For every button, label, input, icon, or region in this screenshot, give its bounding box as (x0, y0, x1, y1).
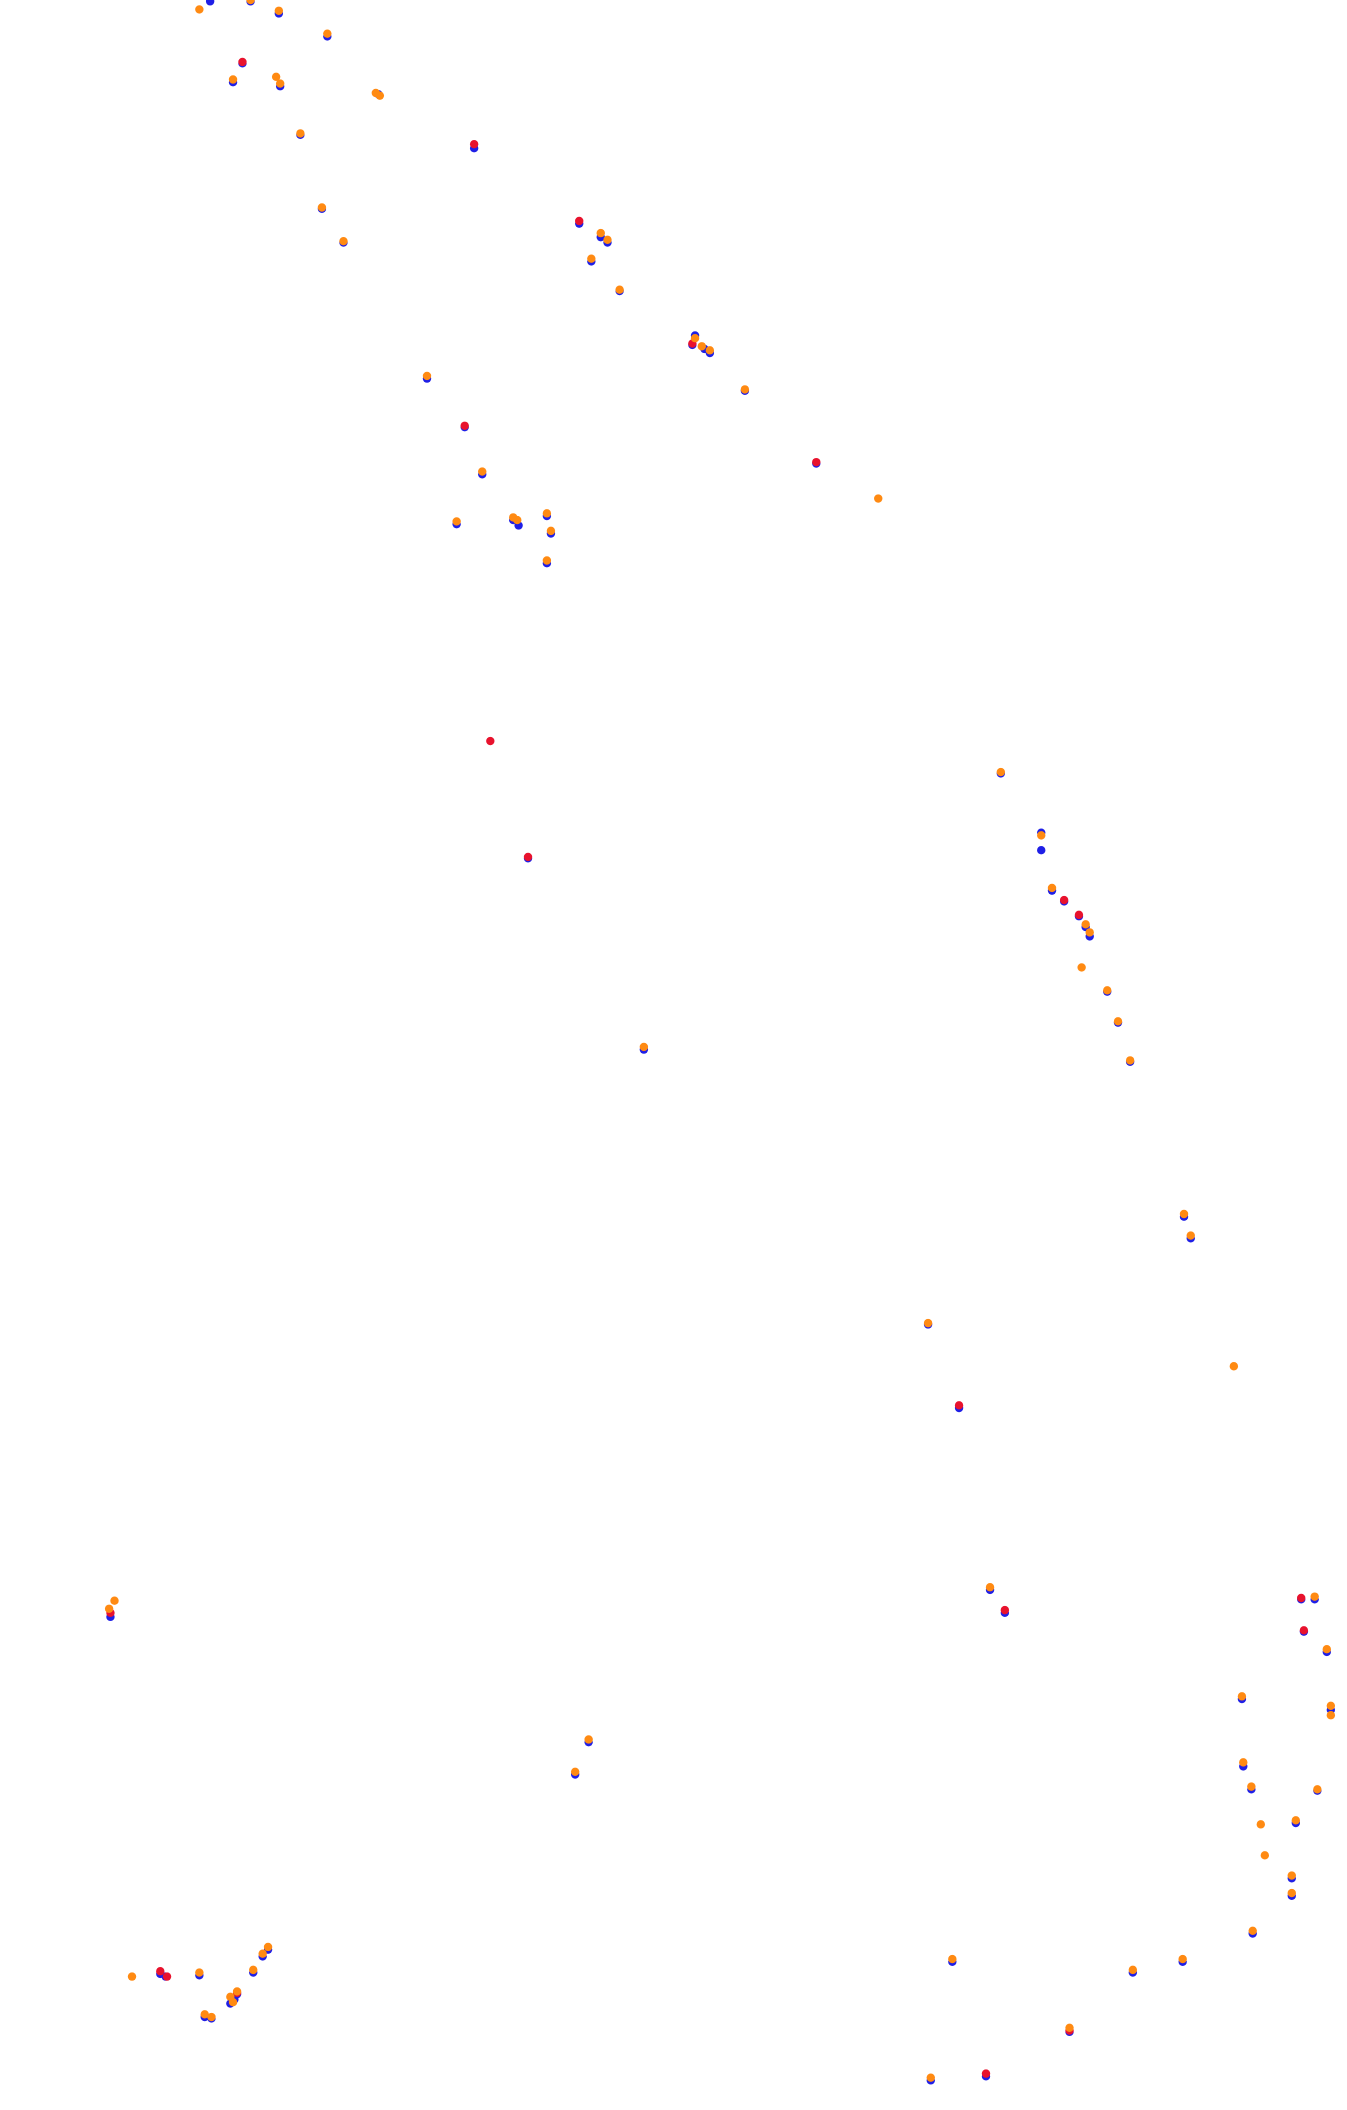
data-point (1260, 1851, 1270, 1860)
data-point (207, 2012, 216, 2022)
data-point (195, 1968, 204, 1977)
data-point (249, 1965, 258, 1975)
data-point (478, 467, 487, 476)
data-point (228, 75, 238, 84)
data-point (615, 285, 624, 294)
data-point (570, 1767, 580, 1777)
data-point (523, 852, 533, 862)
data-point (156, 1967, 165, 1976)
data-point (1248, 1926, 1257, 1936)
data-point (238, 57, 247, 67)
data-point (575, 216, 584, 226)
data-point (469, 139, 479, 149)
data-point (923, 1318, 933, 1328)
series-0 (106, 0, 1336, 2085)
data-point (1326, 1711, 1336, 1720)
data-point (948, 1954, 957, 1964)
data-point (271, 72, 281, 82)
data-point (1037, 846, 1046, 855)
data-point (1074, 910, 1084, 920)
data-point (812, 457, 821, 467)
data-point (954, 1401, 964, 1410)
data-point (513, 515, 522, 525)
data-point (1077, 963, 1086, 972)
data-point (1237, 1692, 1247, 1701)
data-point (375, 91, 385, 100)
data-point (258, 1949, 267, 1958)
data-point (275, 79, 285, 88)
data-point (200, 2010, 209, 2019)
data-point (1059, 895, 1069, 905)
data-point (246, 0, 255, 5)
data-point (162, 1972, 172, 1981)
series-1 (106, 57, 1309, 2078)
data-point (232, 1987, 242, 1996)
plot-area (104, 0, 1336, 2085)
data-point (1247, 1782, 1256, 1791)
data-point (1128, 1965, 1138, 1975)
data-point (705, 346, 715, 355)
data-point (205, 0, 215, 6)
data-point (317, 203, 327, 212)
data-point (996, 767, 1006, 777)
data-point (228, 1998, 238, 2007)
series-2 (104, 0, 1336, 2082)
data-point (1256, 1820, 1265, 1829)
data-point (542, 509, 552, 518)
data-point (1103, 986, 1112, 995)
data-point (690, 333, 700, 343)
data-point (697, 342, 706, 351)
data-point (985, 1583, 995, 1592)
data-point (1299, 1626, 1309, 1635)
data-point (596, 228, 605, 238)
data-point (1085, 928, 1094, 937)
data-point (486, 736, 495, 746)
data-point (274, 6, 284, 15)
data-point (546, 526, 556, 536)
data-point (296, 129, 305, 138)
data-point (195, 5, 204, 14)
data-point (452, 517, 461, 526)
data-point (1229, 1362, 1239, 1371)
data-point (1310, 1592, 1319, 1601)
data-point (926, 2073, 935, 2082)
data-point (323, 29, 332, 38)
data-point (1322, 1645, 1332, 1654)
data-point (110, 1596, 119, 1605)
data-point (1037, 831, 1046, 840)
data-point (1186, 1231, 1195, 1240)
data-point (1000, 1605, 1010, 1615)
data-point (1297, 1593, 1306, 1603)
data-point (1287, 1888, 1296, 1898)
data-point (1313, 1785, 1322, 1794)
data-point (1113, 1017, 1123, 1026)
data-point (1125, 1056, 1135, 1065)
data-point (1179, 1209, 1189, 1219)
data-point (603, 235, 612, 245)
data-point (981, 2069, 991, 2078)
data-point (104, 1604, 114, 1613)
data-point (1065, 2023, 1074, 2033)
data-point (422, 371, 432, 381)
data-point (584, 1735, 593, 1744)
data-point (874, 494, 883, 503)
data-point (127, 1972, 137, 1981)
data-point (1178, 1954, 1187, 1964)
data-point (1047, 883, 1057, 893)
data-point (339, 236, 348, 246)
data-point (460, 421, 469, 430)
data-point (263, 1942, 273, 1952)
data-point (740, 385, 750, 394)
data-point (1287, 1871, 1296, 1880)
data-point (1326, 1701, 1336, 1710)
data-point (587, 254, 596, 263)
data-point (639, 1042, 649, 1052)
data-point (1081, 920, 1090, 929)
data-point (1291, 1816, 1301, 1825)
data-point (542, 556, 552, 565)
data-point (1239, 1758, 1248, 1767)
